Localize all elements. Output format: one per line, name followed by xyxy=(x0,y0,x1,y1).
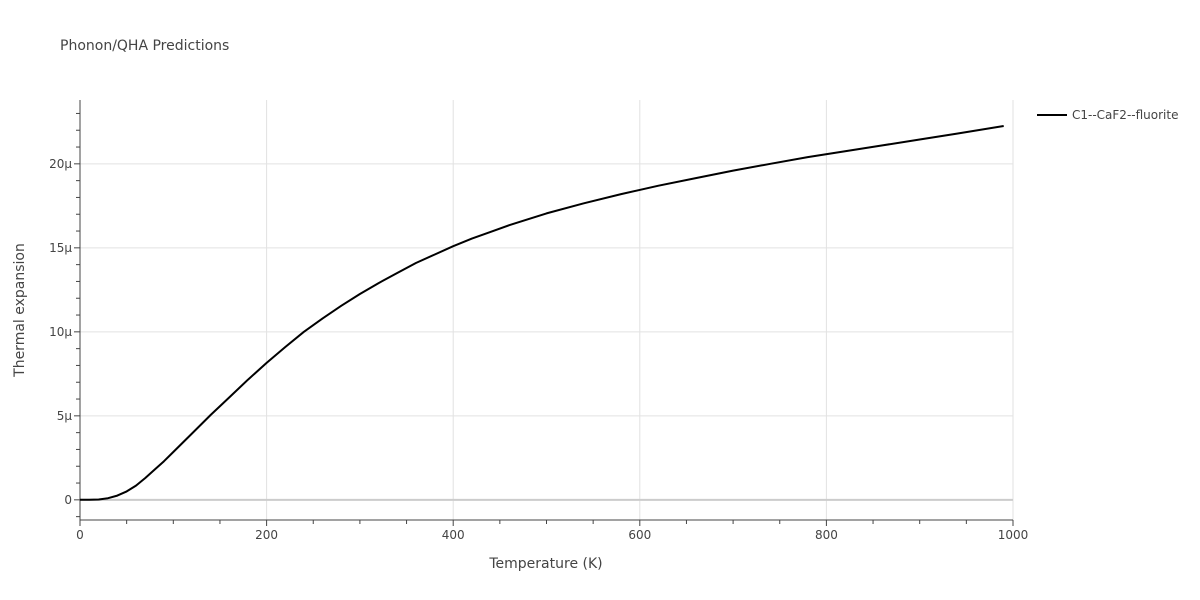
grid xyxy=(80,100,1014,520)
x-axis-ticks: 0 200 400 600 800 1000 xyxy=(76,520,1028,542)
x-tick-label: 600 xyxy=(628,528,651,542)
y-axis-ticks: 0 5μ 10μ 15μ 20μ xyxy=(49,112,80,518)
y-axis-label: Thermal expansion xyxy=(12,243,28,378)
y-tick-label: 5μ xyxy=(57,409,73,423)
axes xyxy=(79,100,1013,521)
legend[interactable]: C1--CaF2--fluorite xyxy=(1037,108,1178,122)
x-tick-label: 400 xyxy=(442,528,465,542)
x-axis-label: Temperature (K) xyxy=(488,556,602,572)
chart-title: Phonon/QHA Predictions xyxy=(60,38,229,54)
x-tick-label: 200 xyxy=(255,528,278,542)
x-tick-label: 1000 xyxy=(998,528,1029,542)
legend-item-label[interactable]: C1--CaF2--fluorite xyxy=(1072,108,1178,122)
y-tick-label: 0 xyxy=(64,493,72,507)
y-tick-label: 15μ xyxy=(49,241,72,255)
y-tick-label: 20μ xyxy=(49,157,72,171)
y-tick-label: 10μ xyxy=(49,325,72,339)
series-layer xyxy=(80,125,1004,501)
x-tick-label: 800 xyxy=(815,528,838,542)
x-tick-label: 0 xyxy=(76,528,84,542)
series-line[interactable] xyxy=(80,125,1004,501)
